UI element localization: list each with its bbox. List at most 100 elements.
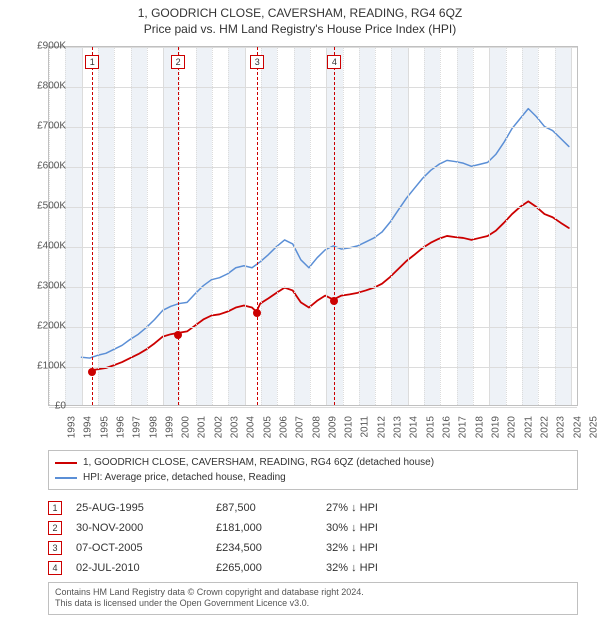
x-axis-label: 1995: [99, 416, 110, 438]
v-gridline: [82, 47, 83, 405]
v-gridline: [538, 47, 539, 405]
sale-date: 25-AUG-1995: [76, 502, 216, 514]
sale-price: £181,000: [216, 522, 326, 534]
x-axis-label: 2002: [213, 416, 224, 438]
legend-swatch: [55, 462, 77, 464]
x-axis-label: 2025: [588, 416, 599, 438]
v-gridline: [489, 47, 490, 405]
x-axis-label: 2022: [539, 416, 550, 438]
x-axis-label: 1993: [66, 416, 77, 438]
sale-index-box: 4: [48, 561, 62, 575]
v-gridline: [473, 47, 474, 405]
v-gridline: [326, 47, 327, 405]
sale-row: 230-NOV-2000£181,00030% ↓ HPI: [48, 518, 578, 538]
legend-label: HPI: Average price, detached house, Read…: [83, 470, 286, 485]
sale-marker-line: [334, 47, 335, 405]
sale-index-box: 3: [48, 541, 62, 555]
y-axis-label: £700K: [22, 121, 66, 132]
sale-marker-dot: [253, 309, 261, 317]
sale-delta: 27% ↓ HPI: [326, 502, 446, 514]
x-axis-label: 2018: [474, 416, 485, 438]
x-axis-label: 2006: [278, 416, 289, 438]
v-gridline: [98, 47, 99, 405]
sale-price: £87,500: [216, 502, 326, 514]
series-layer: [49, 47, 577, 405]
x-axis-label: 2011: [359, 416, 370, 438]
x-axis-label: 2008: [311, 416, 322, 438]
sale-marker-dot: [174, 331, 182, 339]
x-axis-label: 2013: [392, 416, 403, 438]
h-gridline: [49, 407, 577, 408]
title-line1: 1, GOODRICH CLOSE, CAVERSHAM, READING, R…: [0, 6, 600, 22]
v-gridline: [375, 47, 376, 405]
chart-titles: 1, GOODRICH CLOSE, CAVERSHAM, READING, R…: [0, 0, 600, 37]
legend-item: 1, GOODRICH CLOSE, CAVERSHAM, READING, R…: [55, 455, 571, 470]
sale-index-box: 2: [48, 521, 62, 535]
v-gridline: [147, 47, 148, 405]
footer-attribution: Contains HM Land Registry data © Crown c…: [48, 582, 578, 615]
h-gridline: [49, 127, 577, 128]
y-axis-label: £400K: [22, 241, 66, 252]
sale-date: 02-JUL-2010: [76, 562, 216, 574]
v-gridline: [131, 47, 132, 405]
x-axis-label: 1997: [131, 416, 142, 438]
v-gridline: [179, 47, 180, 405]
sales-table: 1 25-AUG-1995£87,50027% ↓ HPI 230-NOV-2000…: [48, 498, 578, 578]
v-gridline: [440, 47, 441, 405]
x-axis-label: 2007: [295, 416, 306, 438]
y-axis-label: £800K: [22, 81, 66, 92]
x-axis-label: 2010: [343, 416, 354, 438]
x-axis-label: 1999: [164, 416, 175, 438]
footer-line2: This data is licensed under the Open Gov…: [55, 598, 571, 609]
x-axis-label: 2009: [327, 416, 338, 438]
x-axis-label: 2004: [246, 416, 257, 438]
footer-line1: Contains HM Land Registry data © Crown c…: [55, 587, 571, 598]
legend: 1, GOODRICH CLOSE, CAVERSHAM, READING, R…: [48, 450, 578, 490]
x-axis-label: 2003: [229, 416, 240, 438]
sale-marker-box: 2: [171, 55, 185, 69]
y-axis-label: £900K: [22, 41, 66, 52]
sale-delta: 32% ↓ HPI: [326, 542, 446, 554]
x-axis-label: 2016: [441, 416, 452, 438]
x-axis-label: 2019: [490, 416, 501, 438]
v-gridline: [359, 47, 360, 405]
x-axis-label: 1998: [148, 416, 159, 438]
sale-marker-box: 1: [85, 55, 99, 69]
sale-marker-box: 4: [327, 55, 341, 69]
v-gridline: [114, 47, 115, 405]
v-gridline: [163, 47, 164, 405]
x-axis-label: 2017: [458, 416, 469, 438]
v-gridline: [506, 47, 507, 405]
h-gridline: [49, 207, 577, 208]
h-gridline: [49, 287, 577, 288]
x-axis-label: 1996: [115, 416, 126, 438]
legend-swatch: [55, 477, 77, 479]
y-axis-label: £600K: [22, 161, 66, 172]
y-axis-label: £200K: [22, 321, 66, 332]
sale-row: 402-JUL-2010£265,00032% ↓ HPI: [48, 558, 578, 578]
v-gridline: [65, 47, 66, 405]
x-axis-label: 2001: [197, 416, 208, 438]
v-gridline: [212, 47, 213, 405]
v-gridline: [261, 47, 262, 405]
x-axis-label: 2012: [376, 416, 387, 438]
x-axis-label: 2021: [523, 416, 534, 438]
sale-row: 307-OCT-2005£234,50032% ↓ HPI: [48, 538, 578, 558]
v-gridline: [294, 47, 295, 405]
v-gridline: [522, 47, 523, 405]
sale-marker-line: [92, 47, 93, 405]
sale-marker-line: [178, 47, 179, 405]
v-gridline: [391, 47, 392, 405]
x-axis-label: 1994: [83, 416, 94, 438]
x-axis-label: 2023: [555, 416, 566, 438]
h-gridline: [49, 87, 577, 88]
sale-marker-dot: [330, 297, 338, 305]
sale-index-box: 1: [48, 501, 62, 515]
v-gridline: [310, 47, 311, 405]
x-axis-label: 2000: [180, 416, 191, 438]
sale-marker-line: [257, 47, 258, 405]
v-gridline: [228, 47, 229, 405]
v-gridline: [245, 47, 246, 405]
v-gridline: [196, 47, 197, 405]
v-gridline: [571, 47, 572, 405]
